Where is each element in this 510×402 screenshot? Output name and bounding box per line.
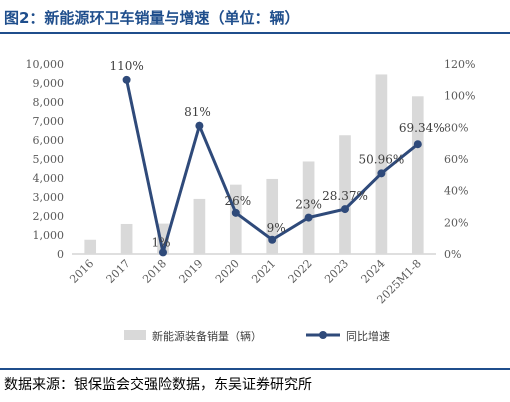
bar xyxy=(84,239,97,254)
y-left-tick-label: 7,000 xyxy=(33,115,65,128)
x-tick-label: 2022 xyxy=(286,257,315,286)
data-label: 50.96% xyxy=(359,152,405,166)
chart: 0 1,000 2,000 3,000 4,000 5,000 6,000 7,000 8,00… xyxy=(26,58,476,343)
line-point xyxy=(304,213,313,222)
bar xyxy=(229,184,242,254)
data-label: 110% xyxy=(109,59,143,73)
bar xyxy=(411,96,424,254)
axes: 0 1,000 2,000 3,000 4,000 5,000 6,000 7,000 8,00… xyxy=(26,58,476,306)
y-right-tick-label: 20% xyxy=(444,216,468,229)
data-label: 1% xyxy=(151,235,170,249)
data-label: 28.37% xyxy=(322,189,368,203)
line-point xyxy=(413,140,422,149)
y-left-tick-label: 5,000 xyxy=(33,153,65,166)
y-right-tick-label: 120% xyxy=(444,58,475,71)
line-point xyxy=(377,169,386,178)
x-tick-label: 2023 xyxy=(322,257,351,286)
line-point xyxy=(341,205,349,214)
y-left-tick-label: 3,000 xyxy=(33,191,65,204)
bar xyxy=(266,178,279,254)
legend-swatch-marker xyxy=(319,331,327,339)
y-right-tick-label: 60% xyxy=(444,153,468,166)
x-tick-label: 2016 xyxy=(67,257,96,286)
y-left-tick-label: 2,000 xyxy=(33,210,65,223)
bar xyxy=(193,198,206,254)
x-tick-label: 2019 xyxy=(177,257,206,286)
y-left-tick-label: 0 xyxy=(57,248,64,261)
bars xyxy=(84,74,424,254)
figure-title: 图2：新能源环卫车销量与增速（单位：辆） xyxy=(4,9,300,27)
x-tick-label: 2018 xyxy=(140,257,169,286)
x-tick-label: 2021 xyxy=(249,257,278,286)
y-right-tick-label: 40% xyxy=(444,185,468,198)
y-left-tick-label: 9,000 xyxy=(33,77,65,90)
line-point xyxy=(231,208,240,217)
bar xyxy=(339,135,351,254)
data-label: 23% xyxy=(295,198,322,212)
y-right-tick-label: 0% xyxy=(444,248,461,261)
bar xyxy=(302,161,315,254)
source-rule xyxy=(0,368,510,370)
growth-line: 110% 1% 81% 26% 9% 23%28.37% 50.96% 69.34% xyxy=(109,59,445,257)
legend-label: 新能源装备销量（辆） xyxy=(152,329,262,343)
x-tick-label: 2017 xyxy=(104,257,133,286)
legend-label: 同比增速 xyxy=(346,329,390,343)
legend: 新能源装备销量（辆） 同比增速 xyxy=(124,329,390,343)
x-tick-label: 2024 xyxy=(359,257,388,286)
x-tick-label: 2020 xyxy=(213,257,242,286)
bar xyxy=(120,223,133,254)
data-label: 26% xyxy=(224,194,251,208)
legend-swatch-bar xyxy=(124,330,146,340)
line-point xyxy=(268,235,277,244)
line-point xyxy=(159,248,167,257)
title-rule xyxy=(0,32,510,34)
bar xyxy=(157,223,169,254)
y-left-tick-label: 1,000 xyxy=(33,229,65,242)
y-left-tick-label: 10,000 xyxy=(26,58,65,71)
y-left-tick-label: 6,000 xyxy=(33,134,65,147)
data-label: 81% xyxy=(184,105,211,119)
y-right-tick-label: 80% xyxy=(444,121,468,134)
bar xyxy=(375,74,388,254)
line-point xyxy=(122,75,131,84)
data-label: 9% xyxy=(267,221,286,235)
y-left-tick-label: 8,000 xyxy=(33,96,65,109)
source-note: 数据来源：银保监会交强险数据，东吴证券研究所 xyxy=(4,377,312,393)
line-point xyxy=(195,121,204,130)
y-right-tick-label: 100% xyxy=(444,90,475,103)
data-label: 69.34% xyxy=(399,121,445,135)
y-left-tick-label: 4,000 xyxy=(33,172,65,185)
